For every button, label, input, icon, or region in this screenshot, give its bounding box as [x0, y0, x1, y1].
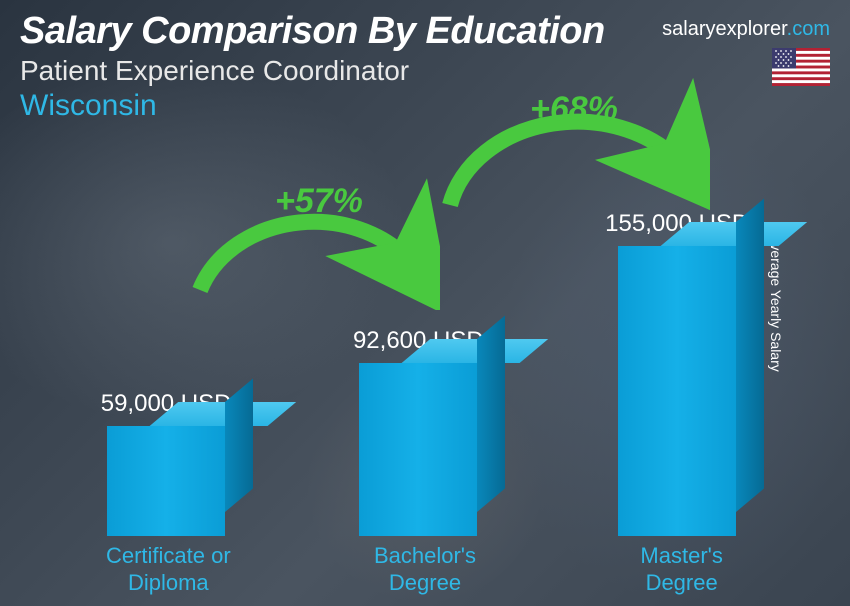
- bar-front-face: [359, 363, 477, 536]
- xaxis: Certificate orDiploma Bachelor'sDegree Mas…: [40, 543, 810, 596]
- xaxis-label: Master'sDegree: [582, 543, 782, 596]
- flag-icon: [772, 48, 830, 86]
- page-location: Wisconsin: [20, 89, 830, 123]
- bar-side-face: [477, 316, 505, 512]
- page-subtitle: Patient Experience Coordinator: [20, 55, 830, 87]
- bar-side-face: [225, 379, 253, 512]
- bar-top-face: [402, 339, 549, 363]
- bar-group: 155,000 USD: [605, 210, 749, 536]
- bar-front-face: [618, 246, 736, 536]
- bar-side-face: [736, 199, 764, 512]
- brand-name: salaryexplorer: [662, 18, 787, 40]
- brand-suffix: .com: [787, 18, 830, 40]
- xaxis-label: Bachelor'sDegree: [325, 543, 525, 596]
- bar-top-face: [661, 222, 808, 246]
- xaxis-label: Certificate orDiploma: [68, 543, 268, 596]
- bar-chart: 59,000 USD 92,600 USD 155,000 USD: [40, 160, 810, 536]
- brand-label: salaryexplorer.com: [662, 18, 830, 41]
- bar-3d: [618, 246, 736, 536]
- bar-3d: [359, 363, 477, 536]
- increase-label-1: +57%: [275, 182, 363, 221]
- bar-front-face: [107, 426, 225, 536]
- bar-group: 92,600 USD: [353, 327, 484, 536]
- bar-group: 59,000 USD: [101, 390, 232, 536]
- increase-label-2: +68%: [530, 90, 618, 129]
- bar-3d: [107, 426, 225, 536]
